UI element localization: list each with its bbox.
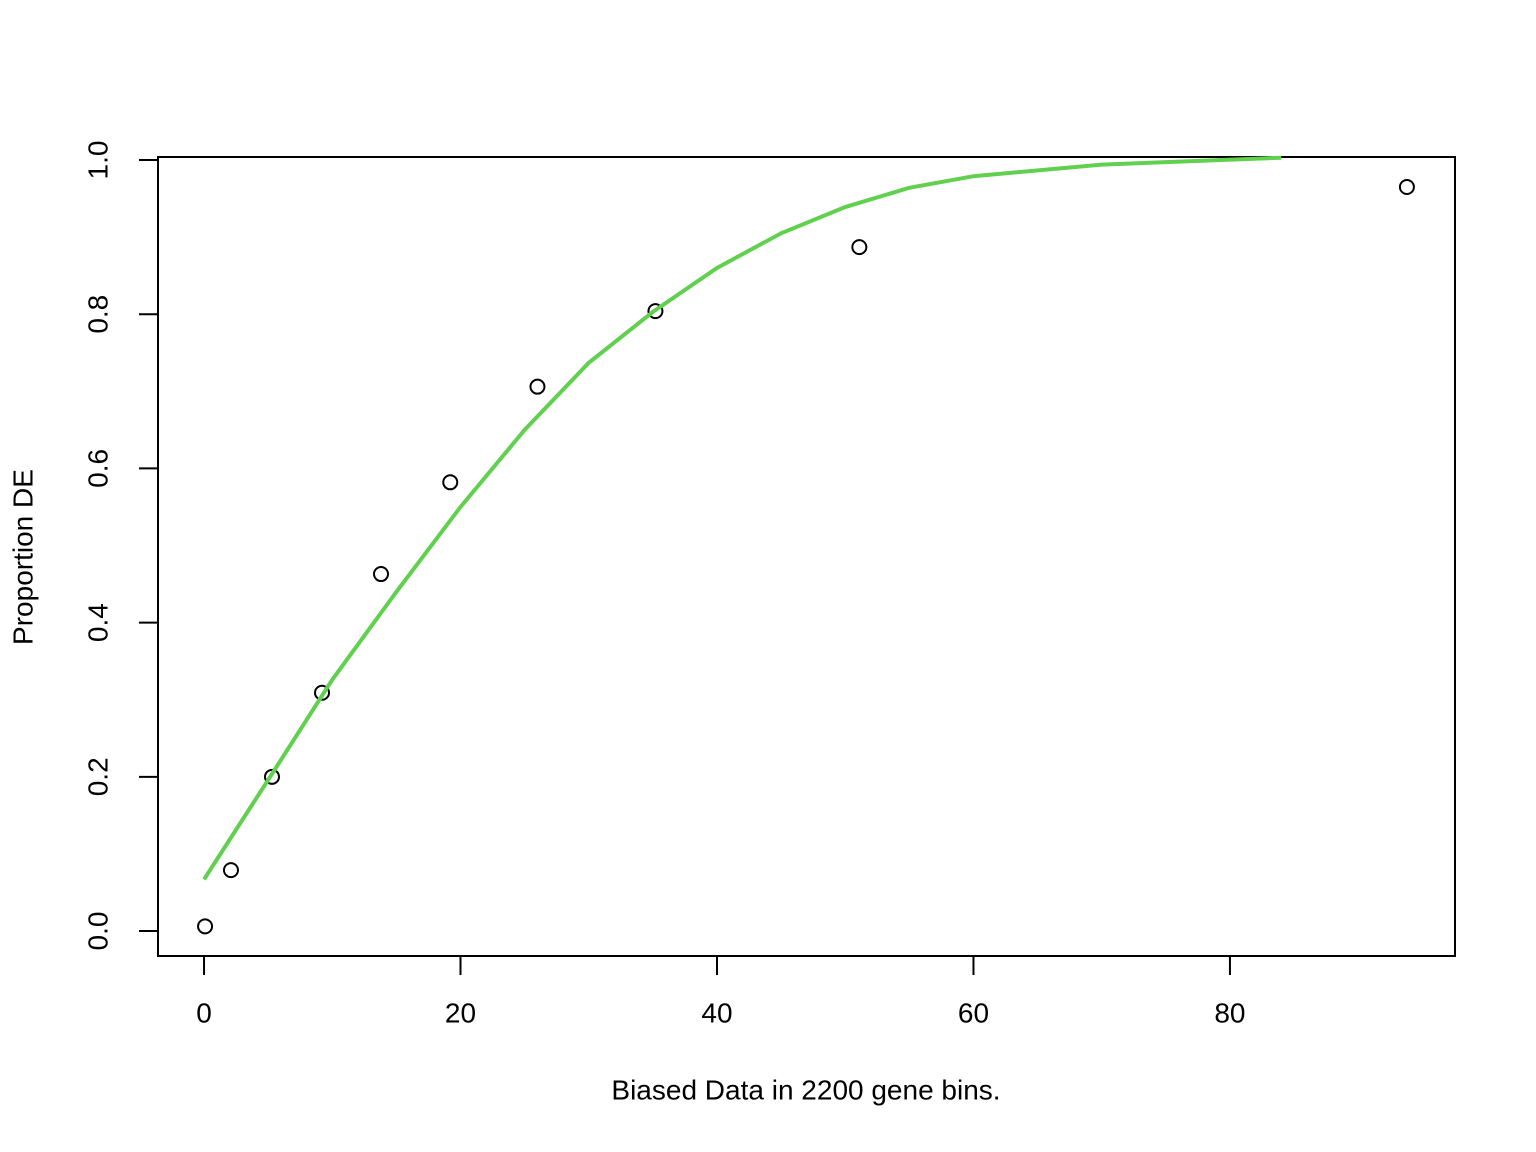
plot-frame — [157, 156, 1456, 957]
y-tick-label: 0.6 — [82, 449, 113, 488]
data-point — [529, 378, 546, 395]
data-point — [851, 239, 868, 256]
fit-line — [202, 155, 1282, 881]
y-tick-label: 0.0 — [82, 912, 113, 951]
x-axis-label: Biased Data in 2200 gene bins. — [611, 1074, 1000, 1105]
x-tick-label: 0 — [196, 997, 212, 1028]
x-tick-label: 20 — [445, 997, 476, 1028]
data-point — [373, 566, 390, 583]
x-tick-label: 60 — [958, 997, 989, 1028]
y-tick-label: 0.4 — [82, 603, 113, 642]
data-point — [647, 303, 664, 320]
data-point — [442, 474, 459, 491]
x-tick-label: 40 — [701, 997, 732, 1028]
y-axis-label: Proportion DE — [7, 469, 38, 645]
y-tick-label: 0.8 — [82, 295, 113, 334]
x-tick-label: 80 — [1214, 997, 1245, 1028]
data-point — [1398, 178, 1415, 195]
data-point — [222, 862, 239, 879]
data-point — [314, 684, 331, 701]
data-point — [197, 918, 214, 935]
data-point — [264, 768, 281, 785]
y-tick-label: 0.2 — [82, 757, 113, 796]
y-tick-label: 1.0 — [82, 141, 113, 180]
